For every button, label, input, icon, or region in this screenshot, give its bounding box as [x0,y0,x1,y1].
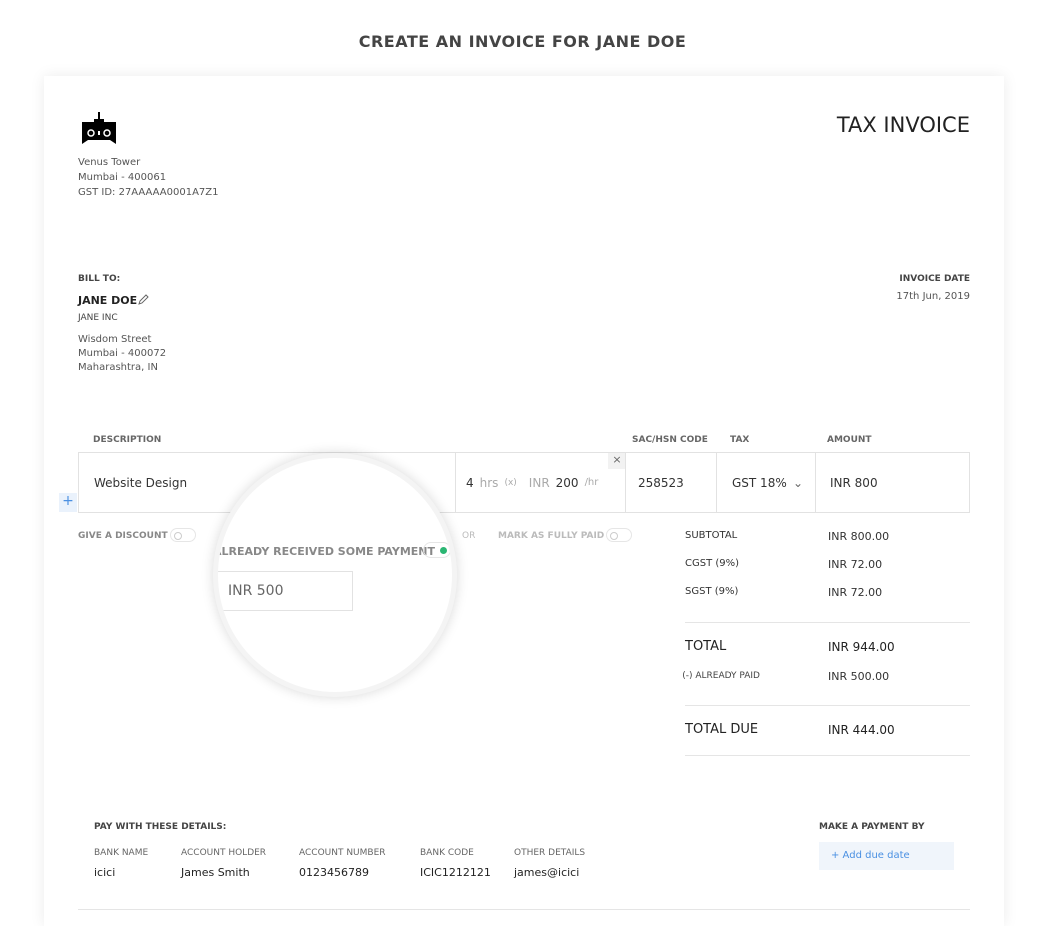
partial-payment-toggle[interactable] [423,542,451,558]
company-address1: Venus Tower [78,157,141,168]
total-due-value: INR 444.00 [828,723,895,737]
tax-value: GST 18% [732,475,787,490]
total-value: INR 944.00 [828,640,895,654]
company-logo-remote-icon [82,112,116,144]
account-number-value: 0123456789 [299,866,369,879]
cgst-label: CGST (9%) [685,558,740,569]
account-holder-value: James Smith [181,866,250,879]
client-street: Wisdom Street [78,334,152,345]
subtotal-label: SUBTOTAL [685,530,738,541]
other-details-label: OTHER DETAILS [514,848,586,858]
subtotal-value: INR 800.00 [828,530,890,543]
header-sac: SAC/HSN CODE [632,435,708,445]
sgst-value: INR 72.00 [828,586,883,599]
company-gst: GST ID: 27AAAAA0001A7Z1 [78,187,219,198]
divider [685,705,970,706]
make-payment-label: MAKE A PAYMENT BY [819,822,925,832]
edit-pencil-icon[interactable] [137,293,150,306]
rate-input[interactable]: 200 [555,475,579,490]
page-title: CREATE AN INVOICE FOR JANE DOE [358,32,687,51]
add-due-date-button[interactable]: + Add due date [819,842,954,870]
account-number-label: ACCOUNT NUMBER [299,848,386,858]
client-company: JANE INC [78,313,118,323]
qty-input[interactable]: 4 [466,475,474,490]
bank-name-value: icici [94,866,116,879]
divider [78,909,970,910]
total-label: TOTAL [685,639,727,654]
amount-value: INR 800 [815,453,970,512]
description-input[interactable]: Website Design [94,475,188,490]
discount-toggle[interactable] [170,528,196,542]
rate-currency: INR [528,475,550,490]
bank-code-value: ICIC1212121 [420,866,491,879]
bank-code-label: BANK CODE [420,848,474,858]
invoice-heading: TAX INVOICE [836,113,970,137]
company-address2: Mumbai - 400061 [78,172,167,183]
fully-paid-label: MARK AS FULLY PAID [498,531,605,541]
tax-select[interactable]: GST 18% ⌄ [716,453,815,512]
client-state: Maharashtra, IN [78,362,158,373]
client-city: Mumbai - 400072 [78,348,167,359]
discount-label: GIVE A DISCOUNT [78,531,168,541]
qty-unit: hrs [479,475,499,490]
header-amount: AMOUNT [827,435,872,445]
other-details-value: james@icici [514,866,580,879]
divider [685,755,970,756]
header-description: DESCRIPTION [93,435,162,445]
chevron-down-icon: ⌄ [792,475,803,490]
line-item-row: Website Design 4 hrs (x) INR 200 /hr × 2… [78,452,970,513]
total-due-label: TOTAL DUE [685,722,759,737]
account-holder-label: ACCOUNT HOLDER [181,848,267,858]
already-paid-label: (-) ALREADY PAID [682,671,760,681]
magnifier-lens: ALREADY RECEIVED SOME PAYMENT INR 500 [213,453,457,697]
bill-to-label: BILL TO: [78,274,121,284]
cgst-value: INR 72.00 [828,558,883,571]
fully-paid-toggle[interactable] [606,528,632,542]
invoice-date-label: INVOICE DATE [899,274,970,284]
bank-name-label: BANK NAME [94,848,149,858]
client-name: JANE DOE [78,294,138,307]
times-sign: (x) [504,477,517,488]
header-tax: TAX [730,435,750,445]
already-paid-value: INR 500.00 [828,670,890,683]
partial-payment-label: ALREADY RECEIVED SOME PAYMENT [213,545,436,558]
payment-details: BANK NAME icici ACCOUNT HOLDER James Smith… [94,848,624,879]
rate-unit: /hr [584,477,599,488]
invoice-date-value[interactable]: 17th Jun, 2019 [896,291,970,302]
sac-input[interactable]: 258523 [625,453,716,512]
remove-item-close-icon[interactable]: × [608,453,626,469]
partial-payment-input[interactable]: INR 500 [218,571,353,611]
or-divider: OR [462,531,476,541]
add-item-plus-icon[interactable]: + [59,493,77,512]
payment-heading: PAY WITH THESE DETAILS: [94,822,227,832]
divider [685,622,970,623]
sgst-label: SGST (9%) [685,586,739,597]
